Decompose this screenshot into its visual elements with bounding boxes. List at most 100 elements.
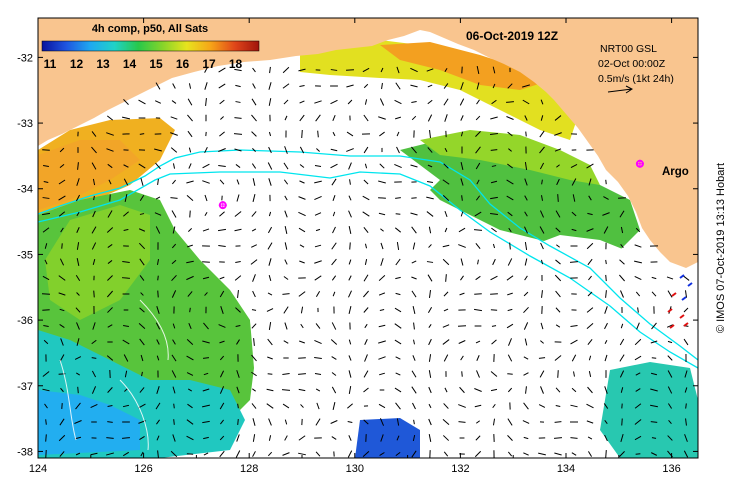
current-vector: [506, 195, 514, 201]
current-vector: [475, 195, 481, 201]
current-vector: [460, 178, 464, 186]
current-vector: [571, 211, 577, 217]
current-vector: [58, 179, 66, 185]
current-vector: [506, 323, 514, 329]
colorbar-tick-17: 17: [202, 57, 216, 71]
current-vector: [605, 450, 607, 458]
current-vector: [378, 356, 386, 360]
current-vector: [106, 148, 114, 152]
current-vector: [284, 259, 288, 265]
current-vector: [492, 258, 496, 266]
current-vector: [75, 274, 81, 282]
current-vector: [556, 178, 560, 186]
current-vector: [635, 372, 641, 376]
current-vector: [298, 196, 306, 200]
current-vector: [587, 436, 593, 440]
current-vector: [491, 99, 497, 105]
contour-shelf-break: [38, 149, 698, 361]
current-vector: [77, 162, 79, 170]
current-vector: [442, 324, 450, 328]
current-vector: [91, 386, 97, 394]
current-vector: [139, 194, 145, 202]
sst-green-east: [400, 140, 640, 250]
current-vector: [121, 277, 131, 279]
current-vector: [298, 291, 306, 297]
current-vector: [524, 275, 528, 281]
current-vector: [650, 452, 658, 456]
current-vector: [667, 435, 673, 441]
current-vector: [315, 451, 321, 457]
current-vector: [378, 116, 386, 120]
current-vector: [91, 339, 97, 345]
sst-orange-west: [38, 140, 140, 210]
current-vector: [362, 211, 370, 217]
current-vector: [41, 212, 51, 216]
current-vector: [266, 388, 274, 392]
current-vector: [380, 434, 384, 442]
current-vector: [539, 370, 545, 378]
current-vector: [443, 163, 449, 169]
current-vector: [380, 67, 384, 73]
current-vector: [235, 164, 241, 168]
current-vector: [570, 325, 578, 327]
current-vector: [42, 275, 50, 281]
current-vector: [237, 418, 239, 426]
current-vector: [619, 370, 625, 378]
current-vector: [315, 228, 321, 232]
current-vector: [443, 403, 449, 409]
current-vector: [314, 373, 322, 375]
current-vector: [445, 274, 447, 282]
current-vector: [362, 451, 370, 457]
current-vector: [43, 181, 49, 183]
current-vector: [540, 242, 544, 250]
current-vector: [284, 435, 288, 441]
current-vector: [283, 162, 289, 170]
current-vector: [570, 163, 578, 169]
current-time: 02-Oct 00:00Z: [598, 58, 666, 70]
current-vector: [251, 244, 257, 248]
current-vector: [314, 339, 322, 345]
current-vector: [172, 163, 176, 169]
current-vector: [620, 226, 624, 234]
current-vector: [173, 403, 175, 409]
current-vector: [332, 291, 336, 297]
current-vector: [364, 354, 368, 362]
current-vector: [507, 258, 513, 266]
current-vector: [90, 452, 98, 456]
current-vector: [442, 244, 450, 248]
current-vector: [171, 274, 177, 282]
current-vector: [379, 372, 385, 376]
current-vector: [91, 357, 97, 359]
current-vector: [59, 451, 65, 457]
current-vector: [523, 291, 529, 297]
current-vector: [219, 402, 225, 410]
current-vector: [540, 259, 544, 265]
current-vector: [188, 147, 192, 153]
current-vector: [204, 194, 208, 202]
current-vector: [507, 131, 513, 137]
current-vector: [634, 338, 642, 346]
current-vector: [154, 100, 162, 104]
current-vector: [683, 338, 689, 346]
current-vector: [475, 115, 481, 121]
current-vector: [58, 195, 66, 201]
current-vector: [76, 227, 80, 233]
current-vector: [395, 451, 401, 457]
current-vector: [138, 163, 146, 169]
current-vector: [171, 290, 177, 298]
current-vector: [523, 372, 529, 376]
current-vector: [202, 404, 210, 408]
current-vector: [473, 229, 483, 231]
current-vector: [187, 130, 193, 138]
current-info: NRT00 GSL 02-Oct 00:00Z 0.5m/s (1kt 24h): [598, 43, 674, 94]
current-vector: [569, 261, 579, 263]
current-vector: [123, 178, 129, 186]
current-vector: [650, 421, 658, 423]
current-vector: [459, 386, 465, 394]
current-vector: [476, 82, 480, 90]
current-vector: [205, 98, 207, 106]
current-vector: [363, 307, 369, 313]
current-vector: [44, 259, 48, 265]
current-vector: [91, 226, 97, 234]
current-vector: [410, 212, 418, 216]
